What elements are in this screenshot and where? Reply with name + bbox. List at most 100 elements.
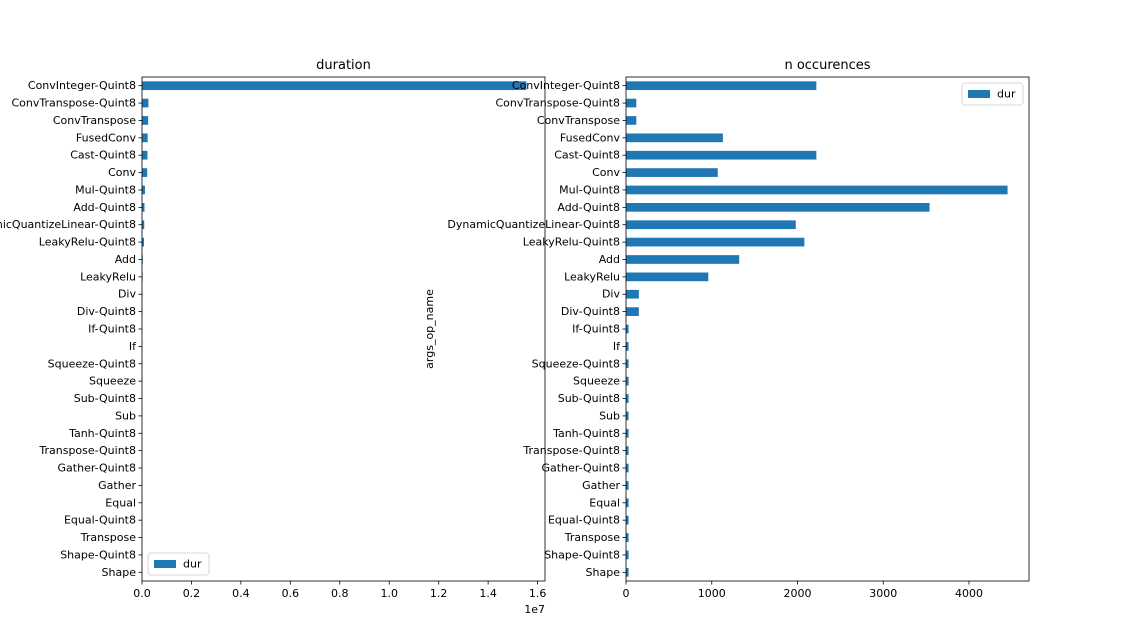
- legend-box: [961, 82, 1024, 106]
- bar-shape-quint8: [626, 550, 629, 560]
- bar-if-quint8: [626, 324, 629, 334]
- y-axis-label: args_op_name: [423, 289, 436, 369]
- bar-transpose-quint8: [626, 446, 629, 455]
- x-offset-label: 1e7: [524, 603, 545, 616]
- bar-conv: [626, 168, 718, 177]
- y-tick-label: Transpose: [80, 531, 137, 544]
- y-tick-label: LeakyRelu: [80, 270, 136, 283]
- y-tick-label: Squeeze-Quint8: [532, 357, 620, 370]
- y-tick-label: If: [613, 340, 621, 353]
- bar-convinteger-quint8: [142, 81, 527, 91]
- x-tick-label: 1.0: [380, 587, 398, 600]
- y-tick-label: Tanh-Quint8: [552, 427, 620, 440]
- x-tick-label: 0.0: [133, 587, 151, 600]
- y-tick-label: Div: [118, 288, 137, 301]
- y-tick-label: ConvTranspose-Quint8: [11, 97, 136, 110]
- bar-sub: [626, 411, 629, 421]
- bar-fusedconv: [142, 133, 148, 143]
- y-tick-label: Add: [599, 253, 620, 266]
- legend-swatch: [968, 90, 990, 98]
- occurrences-panel: ConvInteger-Quint8ConvTranspose-Quint8Co…: [423, 58, 1030, 600]
- x-tick-label: 1.2: [430, 587, 448, 600]
- bar-convinteger-quint8: [626, 81, 817, 91]
- y-tick-label: DynamicQuantizeLinear-Quint8: [447, 218, 620, 231]
- x-tick-label: 2000: [783, 587, 811, 600]
- bar-leakyrelu: [626, 272, 709, 282]
- y-tick-label: If-Quint8: [572, 323, 620, 336]
- y-tick-label: Sub: [599, 409, 620, 422]
- y-tick-label: Tanh-Quint8: [68, 427, 136, 440]
- bar-sub-quint8: [626, 394, 629, 403]
- bar-add: [626, 255, 740, 264]
- y-tick-label: Sub-Quint8: [74, 392, 136, 405]
- bar-tanh-quint8: [626, 428, 629, 438]
- y-tick-label: Shape: [586, 566, 621, 579]
- x-tick-label: 0.4: [232, 587, 250, 600]
- y-tick-label: Div-Quint8: [77, 305, 136, 318]
- x-tick-label: 1.4: [479, 587, 497, 600]
- y-tick-label: Shape: [102, 566, 137, 579]
- chart-title: duration: [316, 58, 371, 73]
- y-tick-label: Squeeze-Quint8: [48, 357, 136, 370]
- x-tick-label: 0: [623, 587, 630, 600]
- y-tick-label: Add-Quint8: [557, 201, 620, 214]
- y-tick-label: FusedConv: [76, 131, 137, 144]
- chart-title: n occurences: [784, 58, 870, 73]
- bar-leakyrelu-quint8: [626, 237, 805, 247]
- y-tick-label: Squeeze: [89, 375, 136, 388]
- y-tick-label: LeakyRelu-Quint8: [523, 236, 620, 249]
- bar-squeeze: [626, 376, 629, 386]
- bar-convtranspose-quint8: [142, 98, 149, 108]
- y-tick-label: ConvTranspose-Quint8: [495, 97, 620, 110]
- plot-frame: [141, 76, 546, 582]
- y-tick-label: DynamicQuantizeLinear-Quint8: [0, 218, 136, 231]
- y-tick-label: ConvTranspose: [53, 114, 136, 127]
- y-tick-label: Squeeze: [573, 375, 620, 388]
- bar-squeeze-quint8: [626, 359, 629, 369]
- x-tick-label: 0.2: [183, 587, 201, 600]
- bar-mul-quint8: [142, 185, 145, 195]
- bar-add-quint8: [626, 203, 930, 212]
- bar-equal-quint8: [626, 515, 629, 525]
- y-tick-label: ConvInteger-Quint8: [28, 79, 136, 92]
- y-tick-label: Transpose-Quint8: [522, 444, 620, 457]
- bar-dynamicquantizelinear-quint8: [626, 220, 796, 230]
- bar-dynamicquantizelinear-quint8: [142, 220, 145, 230]
- y-tick-label: Equal: [105, 496, 136, 509]
- bar-convtranspose-quint8: [626, 98, 637, 108]
- y-tick-label: Cast-Quint8: [554, 149, 620, 162]
- y-tick-label: Add: [115, 253, 136, 266]
- x-tick-label: 3000: [869, 587, 897, 600]
- y-tick-label: Shape-Quint8: [60, 548, 136, 561]
- y-tick-label: Transpose-Quint8: [38, 444, 136, 457]
- y-tick-label: Transpose: [564, 531, 621, 544]
- x-tick-label: 4000: [955, 587, 983, 600]
- legend-label: dur: [997, 88, 1016, 101]
- bar-if: [626, 342, 629, 351]
- y-tick-label: Sub: [115, 409, 136, 422]
- y-tick-label: Gather: [98, 479, 136, 492]
- x-tick-label: 0.8: [331, 587, 349, 600]
- y-tick-label: Equal-Quint8: [64, 514, 136, 527]
- y-tick-label: Cast-Quint8: [70, 149, 136, 162]
- y-tick-label: FusedConv: [560, 131, 621, 144]
- bar-mul-quint8: [626, 185, 1008, 195]
- y-tick-label: Gather-Quint8: [542, 462, 620, 475]
- y-tick-label: Mul-Quint8: [559, 183, 620, 196]
- duration-panel: ConvInteger-Quint8 ConvTranspose-Quint8 Co…: [0, 58, 546, 616]
- y-tick-label: Div-Quint8: [561, 305, 620, 318]
- y-tick-label: Conv: [592, 166, 620, 179]
- bar-add-quint8: [142, 203, 145, 212]
- y-tick-label: Gather-Quint8: [58, 462, 136, 475]
- bar-transpose: [626, 533, 629, 542]
- y-tick-label: LeakyRelu-Quint8: [39, 236, 136, 249]
- y-tick-label: ConvTranspose: [537, 114, 620, 127]
- x-tick-label: 1000: [698, 587, 726, 600]
- y-tick-label: Equal-Quint8: [548, 514, 620, 527]
- y-tick-label: Div: [602, 288, 621, 301]
- y-tick-label: Shape-Quint8: [544, 548, 620, 561]
- y-tick-label: Sub-Quint8: [558, 392, 620, 405]
- x-tick-label: 1.6: [529, 587, 547, 600]
- y-tick-label: Equal: [589, 496, 620, 509]
- bar-div-quint8: [626, 307, 639, 316]
